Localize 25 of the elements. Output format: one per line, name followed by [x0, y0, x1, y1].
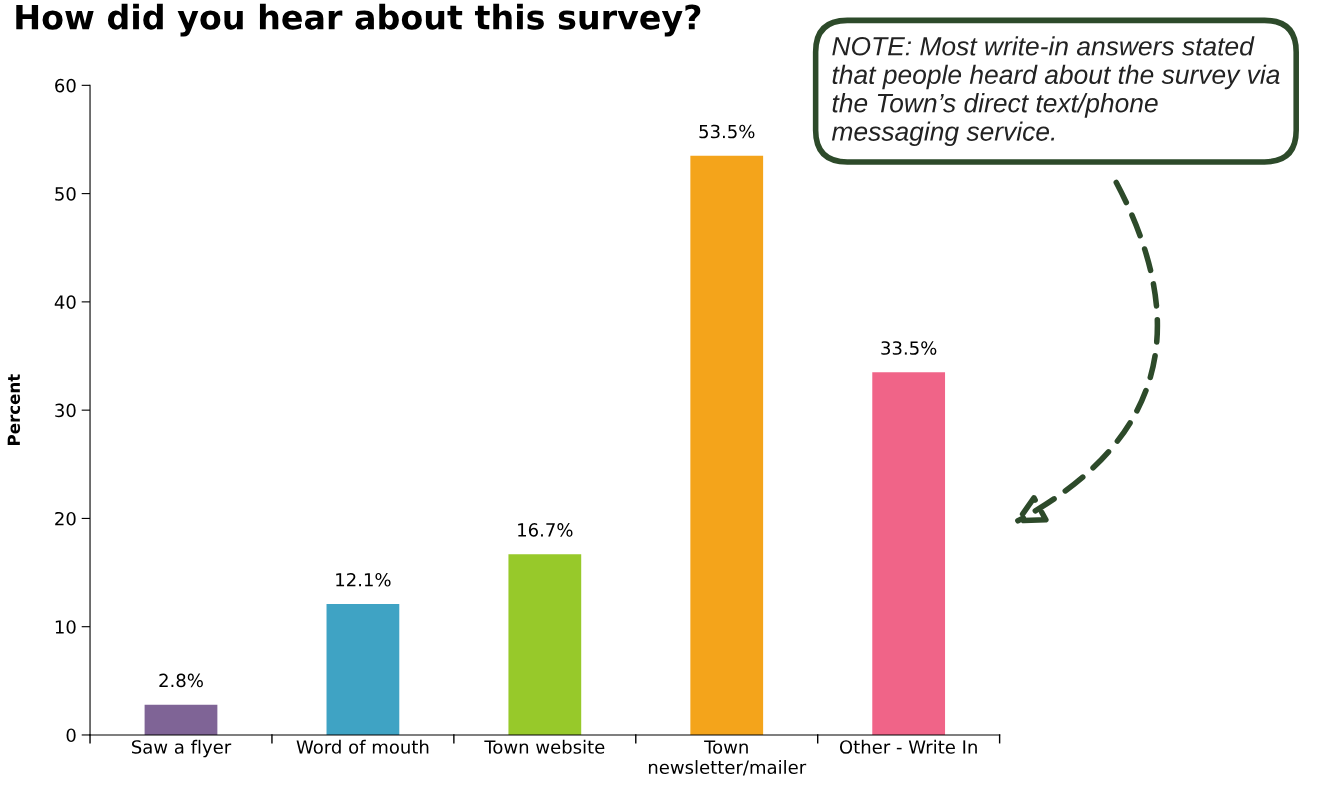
data-label: 2.8% [159, 673, 203, 688]
x-tick-label: Saw a flyer [131, 739, 232, 758]
x-tick-label: Town newsletter/mailer [648, 740, 807, 776]
bar [690, 155, 764, 735]
y-tick-label: 10 [55, 620, 76, 634]
y-tick-label: 40 [54, 295, 76, 309]
chart-title: How did you hear about this survey? [16, 3, 701, 37]
x-tick-label: Other - Write In [839, 739, 977, 754]
bar [508, 554, 582, 735]
data-label: 53.5% [699, 124, 755, 139]
y-tick-label: 20 [55, 511, 76, 526]
bar [326, 603, 400, 735]
data-label: 33.5% [881, 341, 937, 355]
y-tick-label: 60 [55, 78, 76, 93]
annotation: NOTE: Most write-in answers stated that people heard about the survey via the Town’s direct text/phone messaging service. [831, 36, 1280, 147]
data-label: 12.1% [336, 572, 391, 587]
y-tick-label: 50 [55, 187, 76, 201]
bar [872, 372, 946, 735]
data-label: 16.7% [518, 523, 573, 537]
bar [144, 704, 218, 735]
y-tick-label: 0 [66, 728, 76, 743]
y-axis-title: Percent [7, 374, 21, 445]
x-tick-label: Town website [484, 739, 605, 754]
y-tick-label: 30 [55, 403, 76, 418]
x-tick-label: Word of mouth [296, 739, 429, 754]
